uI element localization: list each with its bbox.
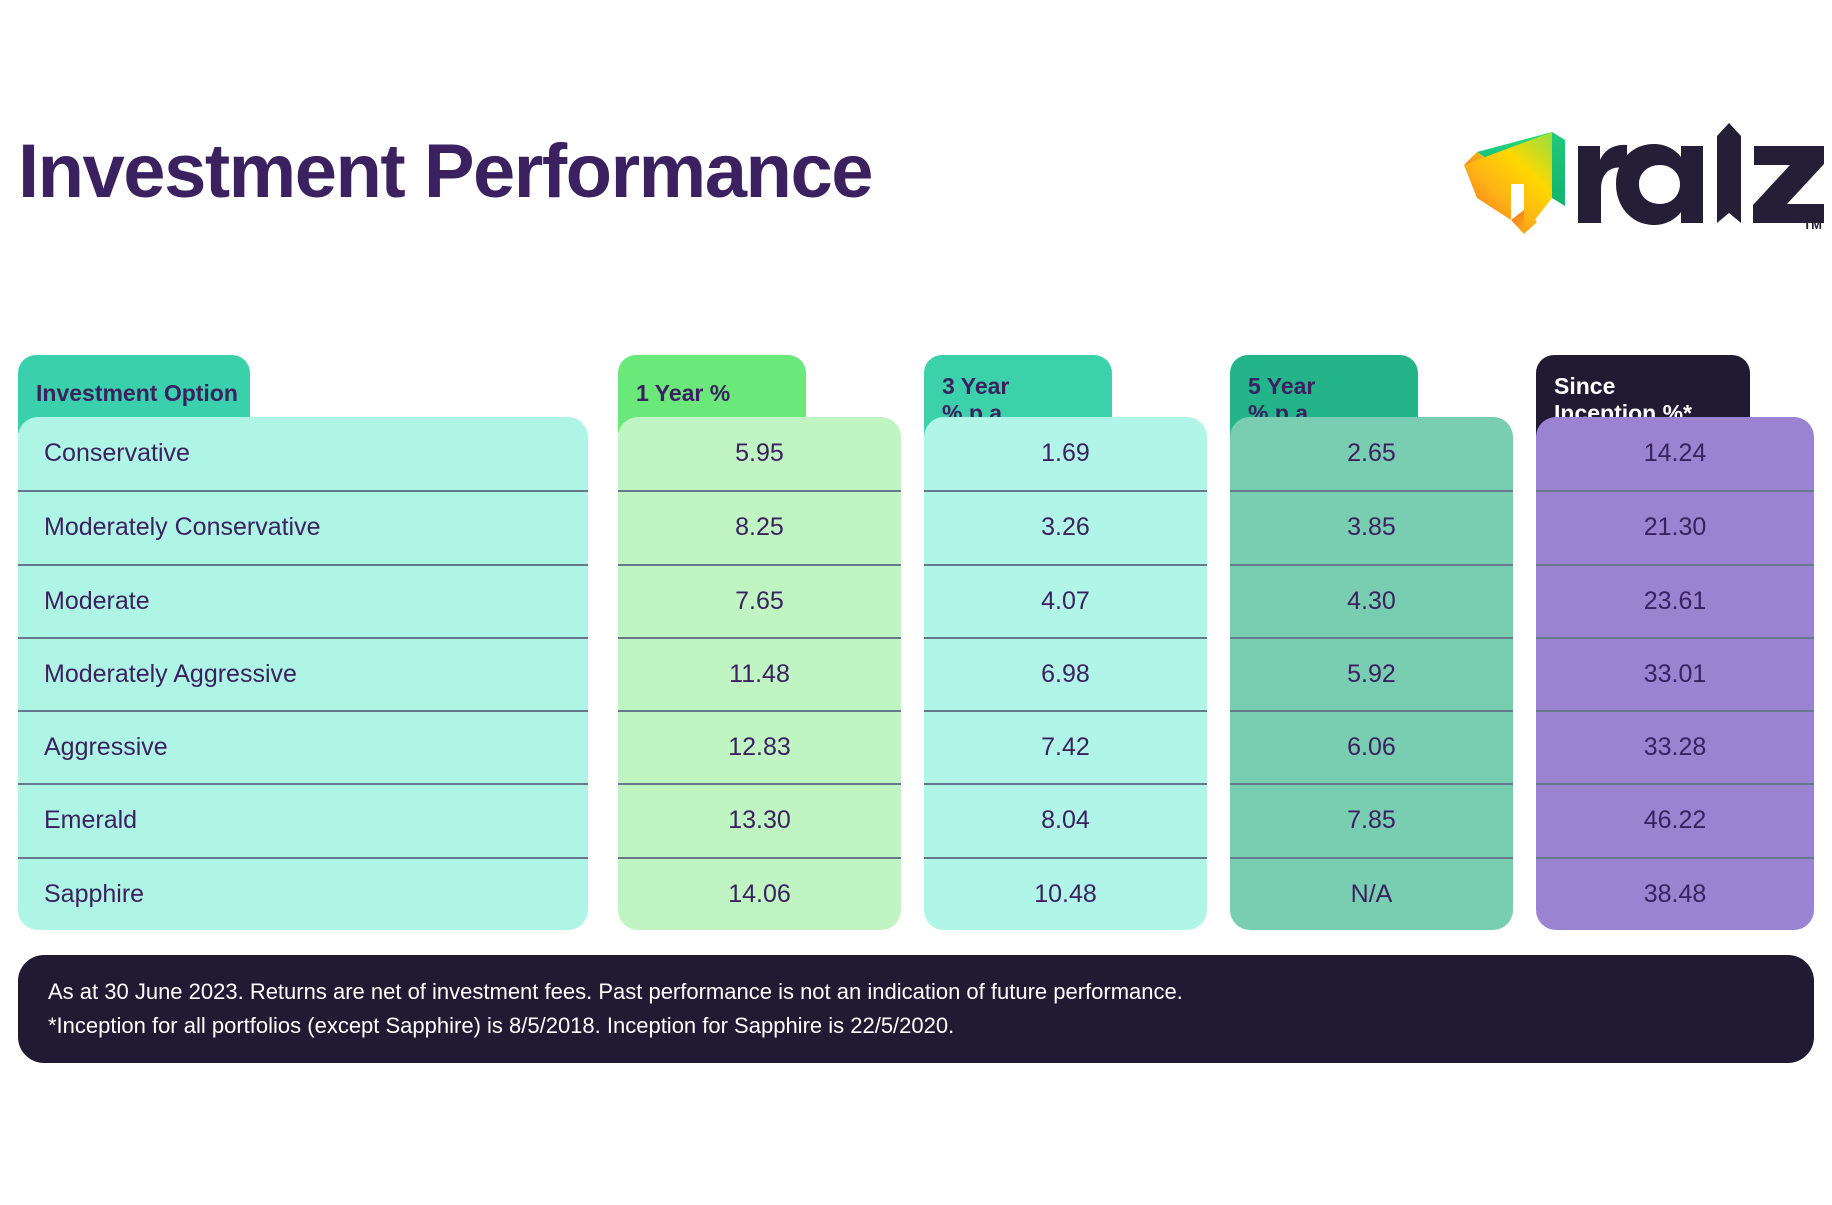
column-body-option: Conservative Moderately Conservative Moder…: [18, 417, 588, 930]
page-title: Investment Performance: [18, 129, 874, 214]
table-cell-five_year: 2.65: [1347, 439, 1396, 468]
table-cell-since_inception: 38.48: [1536, 856, 1814, 930]
table-cell-since_inception: 33.01: [1536, 636, 1814, 710]
table-cell-since_inception: 23.61: [1536, 563, 1814, 637]
table-column-three_year: 3 Year% p.a. 1.69 3.26 4.07 6.98 7.42 8.04 10.4…: [924, 355, 1207, 930]
table-cell-five_year: 4.30: [1230, 563, 1513, 637]
table-column-five_year: 5 Year% p.a. 2.65 3.85 4.30 5.92 6.06 7.85 N/A: [1230, 355, 1513, 930]
column-header-text: 1 Year %: [636, 380, 731, 407]
table-column-one_year: 1 Year % 5.95 8.25 7.65 11.48 12.83 13.30 14.06: [618, 355, 901, 930]
raiz-arrow-mark: [1464, 120, 1582, 235]
disclaimer-footer: As at 30 June 2023. Returns are net of i…: [18, 955, 1814, 1063]
disclaimer-line-2: *Inception for all portfolios (except Sa…: [48, 1013, 955, 1039]
column-header-text: Investment Option: [36, 380, 238, 407]
table-cell-five_year: N/A: [1230, 856, 1513, 930]
table-column-option: Investment Option Conservative Moderately …: [18, 355, 588, 930]
table-cell-three_year: 1.69: [1041, 439, 1090, 468]
table-cell-since_inception: 21.30: [1536, 490, 1814, 563]
table-cell-one_year: 5.95: [735, 439, 784, 468]
table-cell-one_year: 7.65: [618, 563, 901, 637]
table-cell-since_inception: 33.28: [1536, 710, 1814, 783]
table-row-label: Moderately Conservative: [18, 490, 588, 563]
table-row-label: Conservative: [44, 439, 190, 468]
disclaimer-line-1: As at 30 June 2023. Returns are net of i…: [48, 979, 1183, 1004]
table-cell-one_year: 14.06: [618, 856, 901, 930]
column-body-five_year: 2.65 3.85 4.30 5.92 6.06 7.85 N/A: [1230, 417, 1513, 930]
table-cell-one_year: 11.48: [618, 636, 901, 710]
table-cell-since_inception: 46.22: [1536, 783, 1814, 856]
raiz-logo: TM: [1464, 120, 1824, 240]
table-cell-five_year: 6.06: [1230, 710, 1513, 783]
table-cell-one_year: 13.30: [618, 783, 901, 856]
table-cell-one_year: 12.83: [618, 710, 901, 783]
table-row-label: Sapphire: [18, 856, 588, 930]
column-header-text: 5 Year: [1248, 372, 1316, 399]
column-header-text: 3 Year: [942, 372, 1010, 399]
table-cell-one_year: 8.25: [618, 490, 901, 563]
trademark-symbol: TM: [1803, 217, 1822, 232]
table-cell-five_year: 3.85: [1230, 490, 1513, 563]
performance-table: Investment Option Conservative Moderately …: [18, 355, 1814, 930]
table-cell-three_year: 10.48: [924, 856, 1207, 930]
table-cell-three_year: 3.26: [924, 490, 1207, 563]
table-row-label: Moderately Aggressive: [18, 636, 588, 710]
column-body-one_year: 5.95 8.25 7.65 11.48 12.83 13.30 14.06: [618, 417, 901, 930]
raiz-wordmark: [1578, 120, 1824, 235]
table-cell-three_year: 4.07: [924, 563, 1207, 637]
table-cell-three_year: 6.98: [924, 636, 1207, 710]
table-cell-since_inception: 14.24: [1643, 439, 1707, 468]
table-cell-five_year: 5.92: [1230, 636, 1513, 710]
column-body-three_year: 1.69 3.26 4.07 6.98 7.42 8.04 10.48: [924, 417, 1207, 930]
column-header-text: Since: [1554, 372, 1616, 399]
table-cell-three_year: 7.42: [924, 710, 1207, 783]
column-body-since_inception: 14.24 21.30 23.61 33.01 33.28 46.22 38.48: [1536, 417, 1814, 930]
table-row-label: Aggressive: [18, 710, 588, 783]
table-cell-three_year: 8.04: [924, 783, 1207, 856]
table-row-label: Moderate: [18, 563, 588, 637]
table-cell-five_year: 7.85: [1230, 783, 1513, 856]
table-column-since_inception: Since Inception %* 14.24 21.30 23.61 33.01 33.…: [1536, 355, 1814, 930]
table-row-label: Emerald: [18, 783, 588, 856]
page-header: Investment Performance: [0, 0, 1832, 300]
